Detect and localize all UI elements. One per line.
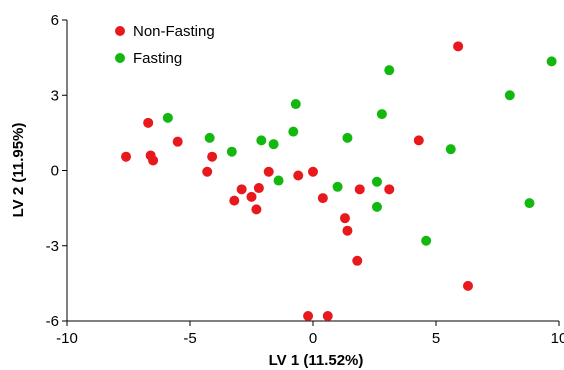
non-fasting-point [207, 151, 218, 162]
x-tick-label: 0 [309, 330, 317, 347]
non-fasting-point [303, 310, 314, 321]
fasting-point [371, 176, 382, 187]
x-tick-label: 10 [551, 330, 564, 347]
fasting-point [445, 144, 456, 155]
non-fasting-point [172, 136, 183, 147]
legend-label-fasting: Fasting [133, 50, 182, 67]
non-fasting-point [413, 135, 424, 146]
non-fasting-point [263, 166, 274, 177]
non-fasting-point [384, 184, 395, 195]
fasting-point [256, 135, 267, 146]
y-tick-label: 0 [51, 163, 59, 180]
y-tick-label: -3 [46, 238, 59, 255]
legend: Non-Fasting Fasting [115, 23, 215, 67]
fasting-point [332, 181, 343, 192]
y-axis-title: LV 2 (11.95%) [10, 123, 27, 218]
fasting-point [384, 65, 395, 76]
legend-marker-non-fasting [115, 26, 125, 36]
non-fasting-point [253, 183, 264, 194]
fasting-point [162, 112, 173, 123]
fasting-point [273, 175, 284, 186]
non-fasting-point [251, 204, 262, 215]
non-fasting-point [308, 166, 318, 177]
x-tick-label: -5 [183, 330, 196, 347]
fasting-point [290, 99, 301, 110]
legend-label-non-fasting: Non-Fasting [133, 23, 215, 40]
fasting-point [524, 198, 535, 209]
fasting-point [504, 90, 515, 101]
non-fasting-point [236, 184, 247, 195]
fasting-point [371, 201, 382, 212]
x-tick-label: 5 [432, 330, 440, 347]
fasting-point [288, 126, 299, 137]
non-fasting-point [293, 170, 304, 181]
non-fasting-point [342, 225, 353, 236]
points-layer [121, 41, 557, 321]
fasting-point [226, 146, 237, 157]
fasting-point [342, 132, 353, 143]
non-fasting-point [352, 255, 363, 266]
non-fasting-point [317, 193, 328, 204]
non-fasting-point [246, 191, 257, 202]
non-fasting-point [202, 166, 213, 177]
x-tick-label: -10 [56, 330, 78, 347]
non-fasting-point [229, 195, 240, 206]
ticks-layer: -10 -5 0 5 10 6 3 0 -3 -6 [46, 12, 564, 347]
non-fasting-point [143, 117, 154, 128]
fasting-point [376, 109, 387, 120]
non-fasting-point [148, 155, 159, 166]
non-fasting-point [462, 280, 473, 291]
non-fasting-point [354, 184, 365, 195]
fasting-point [546, 56, 557, 67]
non-fasting-point [322, 310, 333, 321]
y-tick-label: 6 [51, 12, 59, 29]
y-tick-label: -6 [46, 313, 59, 330]
non-fasting-point [121, 151, 132, 162]
fasting-point [421, 235, 432, 246]
non-fasting-point [339, 213, 350, 224]
fasting-point [204, 132, 215, 143]
legend-marker-fasting [115, 53, 125, 63]
fasting-point [268, 139, 279, 150]
x-axis-title: LV 1 (11.52%) [269, 352, 364, 369]
y-tick-label: 3 [51, 87, 59, 104]
non-fasting-point [453, 41, 464, 52]
